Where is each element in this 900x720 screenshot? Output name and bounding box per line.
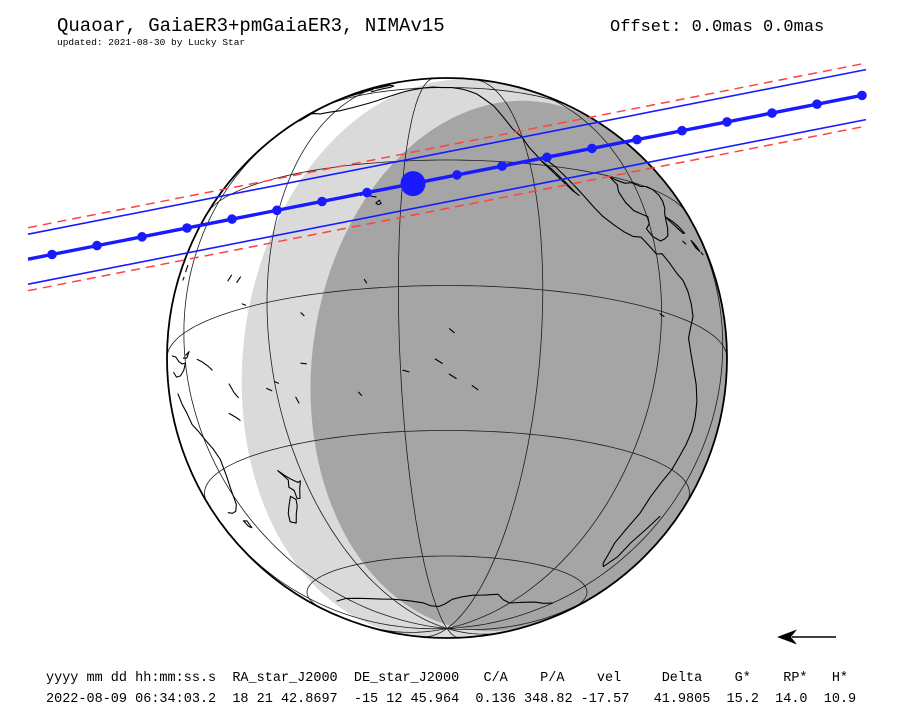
- table-value-line: 2022-08-09 06:34:03.2 18 21 42.8697 -15 …: [46, 691, 857, 707]
- table-header-line: yyyy mm dd hh:mm:ss.s RA_star_J2000 DE_s…: [46, 671, 849, 686]
- ephemeris-table: yyyy mm dd hh:mm:ss.s RA_star_J2000 DE_s…: [46, 669, 856, 710]
- globe: [167, 78, 727, 638]
- graticule: [166, 77, 728, 639]
- globe-outline: [166, 77, 728, 639]
- offset-label: Offset: 0.0mas 0.0mas: [610, 18, 825, 37]
- update-note: updated: 2021-08-30 by Lucky Star: [57, 37, 246, 48]
- path-time-dots: [47, 90, 867, 260]
- page-title: Quaoar, GaiaER3+pmGaiaER3, NIMAv15: [57, 15, 445, 37]
- direction-arrow: [777, 629, 836, 645]
- occultation-shadow-path: [27, 62, 867, 292]
